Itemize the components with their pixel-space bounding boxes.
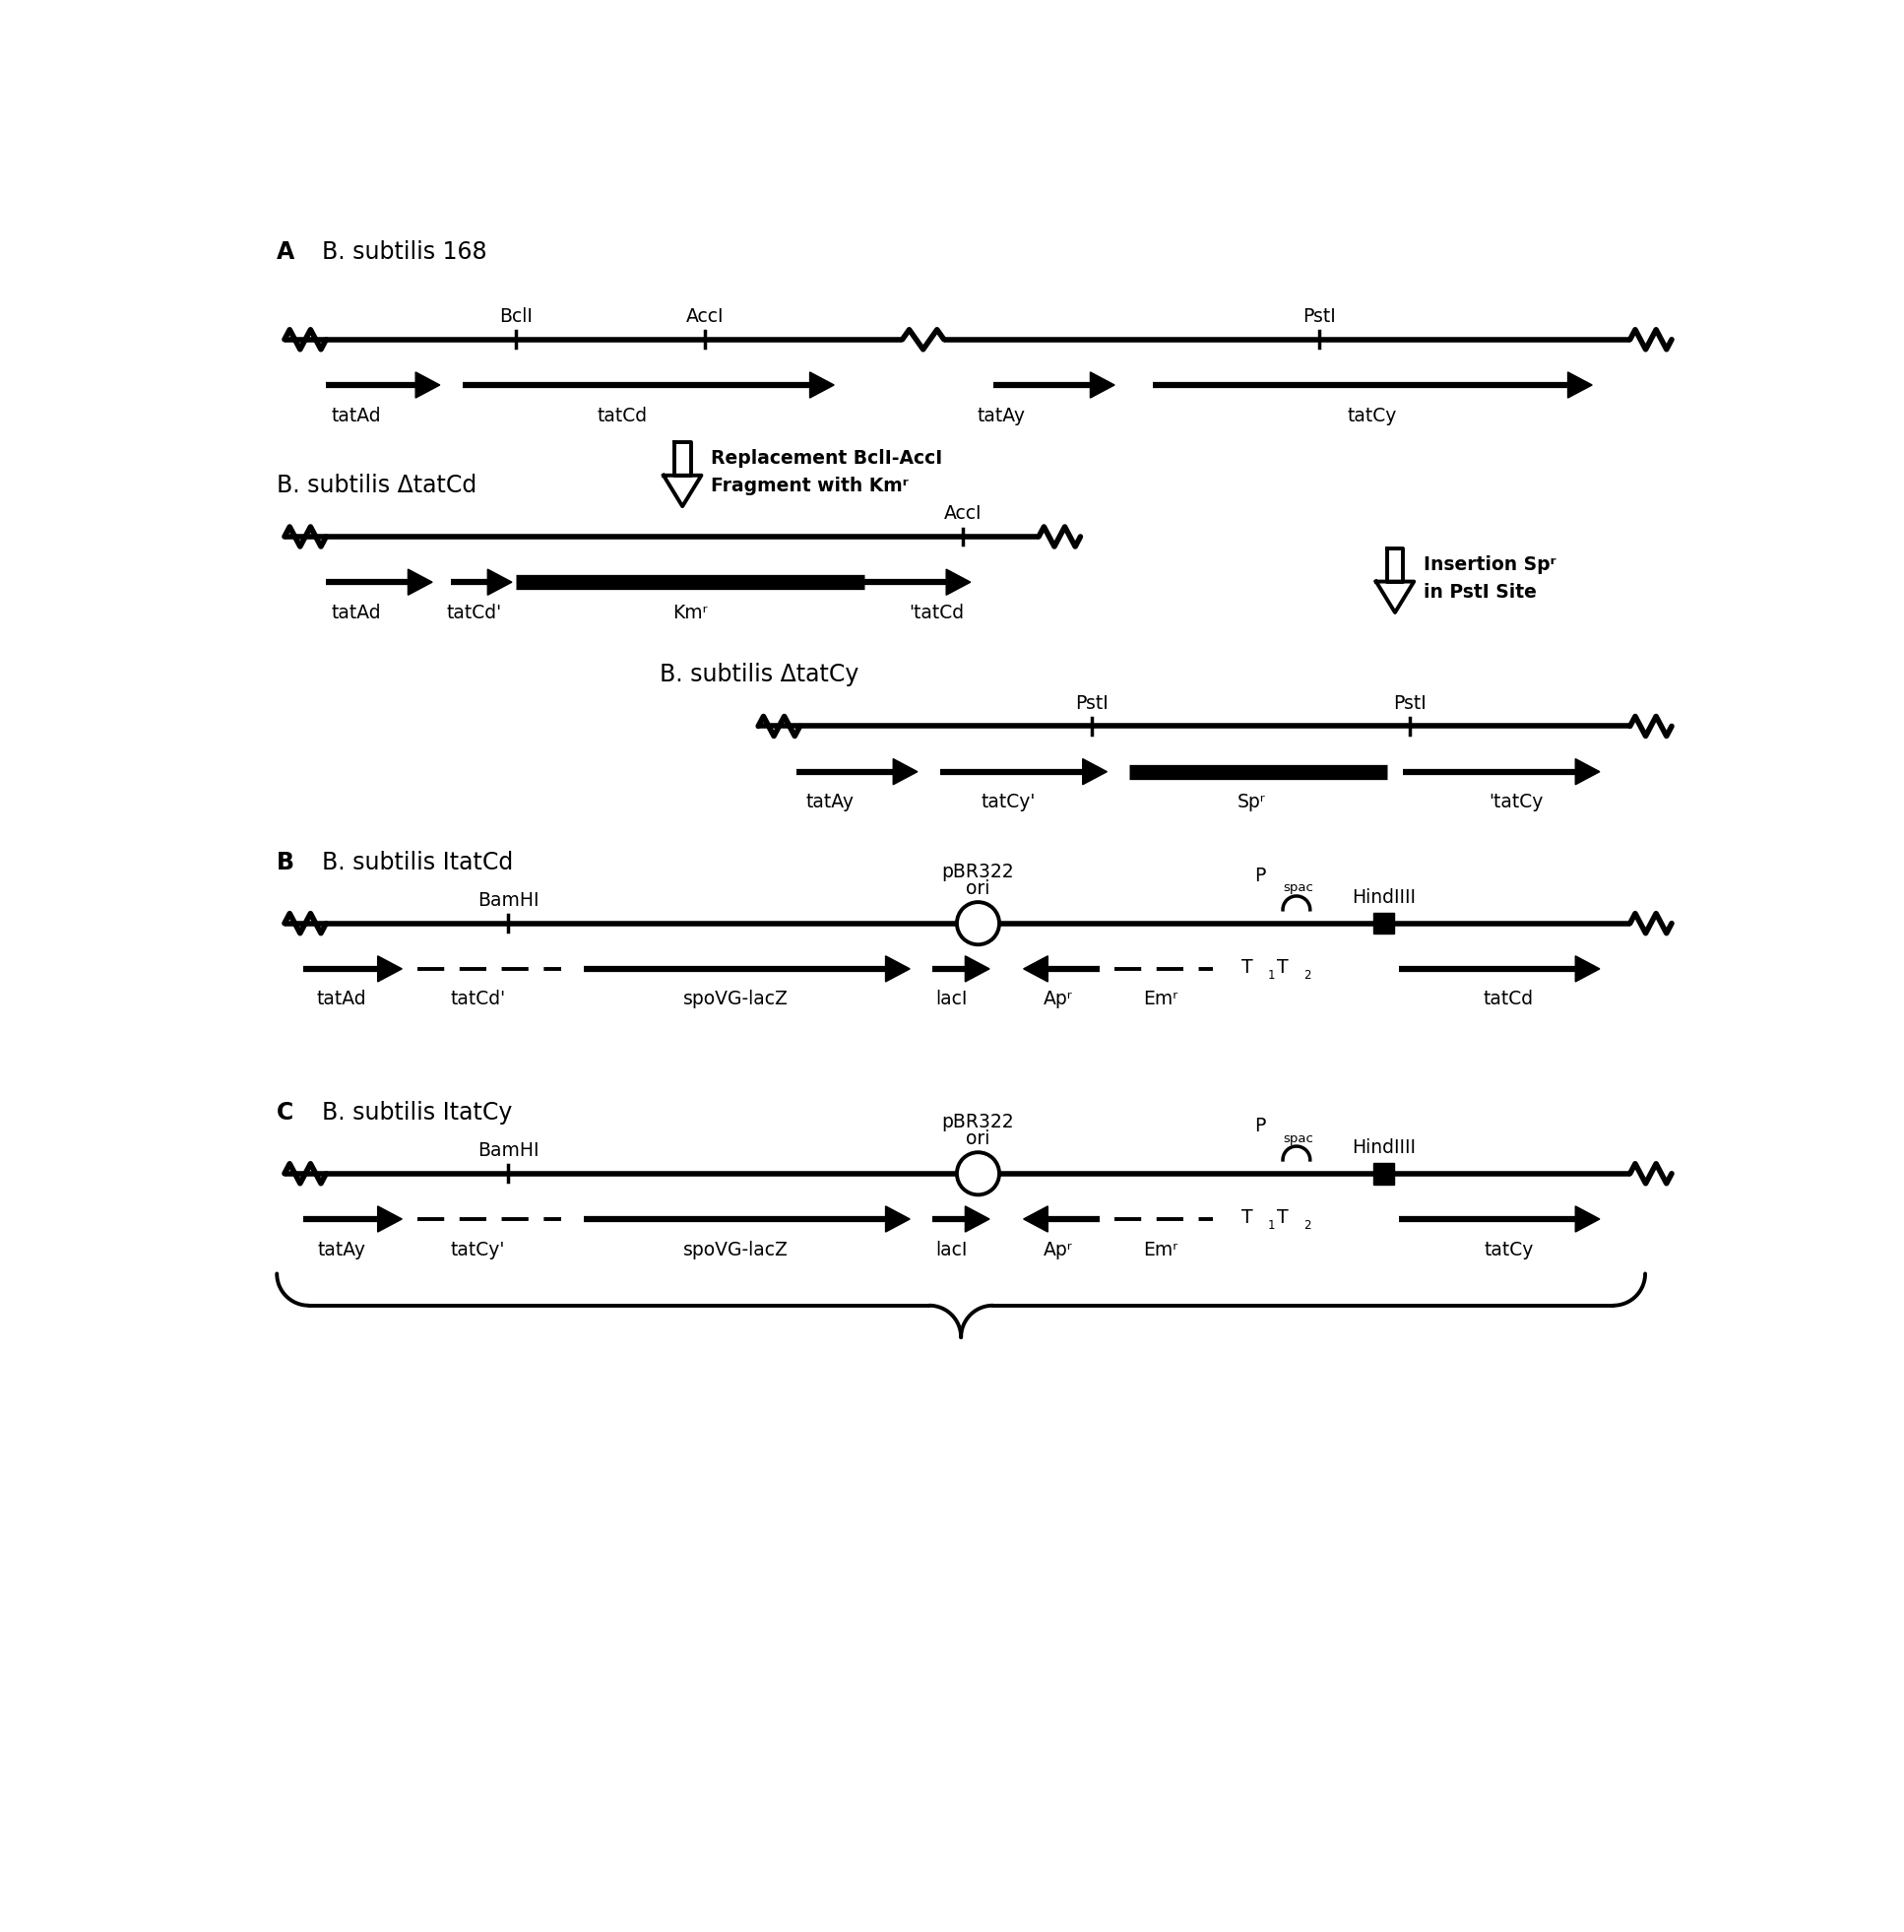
Circle shape xyxy=(958,902,1000,945)
Text: Replacement BclI-AccI: Replacement BclI-AccI xyxy=(712,450,942,468)
Text: B: B xyxy=(276,850,295,873)
Text: Kmʳ: Kmʳ xyxy=(672,603,708,622)
Text: spoVG-lacZ: spoVG-lacZ xyxy=(684,1240,788,1260)
Text: Insertion Spʳ: Insertion Spʳ xyxy=(1424,554,1556,574)
Text: P: P xyxy=(1255,1117,1266,1136)
Text: PstI: PstI xyxy=(1302,307,1337,327)
Text: HindIIII: HindIIII xyxy=(1352,889,1417,906)
Text: in PstI Site: in PstI Site xyxy=(1424,583,1537,601)
Text: 2: 2 xyxy=(1302,1219,1310,1231)
Text: Emʳ: Emʳ xyxy=(1142,1240,1177,1260)
Text: lacI: lacI xyxy=(935,1240,967,1260)
Text: pBR322: pBR322 xyxy=(942,862,1015,881)
Text: 1: 1 xyxy=(1268,968,1276,981)
Text: 'tatCd: 'tatCd xyxy=(908,603,963,622)
Text: 2: 2 xyxy=(1302,968,1310,981)
Text: Spʳ: Spʳ xyxy=(1238,792,1264,811)
Text: pBR322: pBR322 xyxy=(942,1113,1015,1130)
Text: BamHI: BamHI xyxy=(478,1142,539,1159)
Polygon shape xyxy=(1024,956,1047,981)
Text: tatCd: tatCd xyxy=(1483,989,1535,1009)
Polygon shape xyxy=(1567,373,1592,398)
Text: BclI: BclI xyxy=(499,307,533,327)
Text: 'tatCy: 'tatCy xyxy=(1489,792,1544,811)
Text: BamHI: BamHI xyxy=(478,891,539,910)
Text: B. subtilis ItatCd: B. subtilis ItatCd xyxy=(322,850,514,873)
Polygon shape xyxy=(377,956,402,981)
Text: spac: spac xyxy=(1283,1132,1314,1146)
Polygon shape xyxy=(885,1206,910,1233)
Polygon shape xyxy=(1575,1206,1599,1233)
Text: ori: ori xyxy=(965,1130,990,1148)
Text: AccI: AccI xyxy=(944,504,982,524)
Polygon shape xyxy=(893,759,918,784)
Text: spoVG-lacZ: spoVG-lacZ xyxy=(684,989,788,1009)
Text: C: C xyxy=(276,1101,293,1124)
Polygon shape xyxy=(965,956,990,981)
Text: Fragment with Kmʳ: Fragment with Kmʳ xyxy=(712,477,908,495)
Text: B. subtilis ΔtatCy: B. subtilis ΔtatCy xyxy=(659,663,859,686)
Text: P: P xyxy=(1255,867,1266,885)
Text: tatAd: tatAd xyxy=(316,989,366,1009)
Text: T: T xyxy=(1241,1208,1253,1227)
Text: ori: ori xyxy=(965,879,990,898)
Text: tatAy: tatAy xyxy=(805,792,855,811)
Text: PstI: PstI xyxy=(1076,694,1108,713)
Polygon shape xyxy=(1575,956,1599,981)
Polygon shape xyxy=(1386,549,1403,582)
Polygon shape xyxy=(663,475,701,506)
Text: A: A xyxy=(276,240,295,263)
Text: tatCd': tatCd' xyxy=(446,603,501,622)
Text: tatCy': tatCy' xyxy=(981,792,1036,811)
Text: AccI: AccI xyxy=(685,307,724,327)
Text: tatAd: tatAd xyxy=(331,603,381,622)
Text: HindIIII: HindIIII xyxy=(1352,1138,1417,1157)
Polygon shape xyxy=(809,373,834,398)
Polygon shape xyxy=(885,956,910,981)
Text: spac: spac xyxy=(1283,881,1314,895)
Circle shape xyxy=(958,1151,1000,1194)
Text: T: T xyxy=(1241,958,1253,978)
Text: B. subtilis 168: B. subtilis 168 xyxy=(322,240,487,263)
Text: tatCy': tatCy' xyxy=(451,1240,505,1260)
Text: tatCd: tatCd xyxy=(596,406,647,425)
Polygon shape xyxy=(407,570,432,595)
Polygon shape xyxy=(1083,759,1106,784)
Polygon shape xyxy=(1575,759,1599,784)
Text: Emʳ: Emʳ xyxy=(1142,989,1177,1009)
Text: Apʳ: Apʳ xyxy=(1043,989,1072,1009)
Polygon shape xyxy=(1024,1206,1047,1233)
Text: T: T xyxy=(1278,1208,1289,1227)
Text: tatCy: tatCy xyxy=(1483,1240,1533,1260)
Text: tatCy: tatCy xyxy=(1348,406,1398,425)
Polygon shape xyxy=(674,442,691,475)
Text: tatAy: tatAy xyxy=(977,406,1024,425)
Text: Apʳ: Apʳ xyxy=(1043,1240,1072,1260)
Text: PstI: PstI xyxy=(1394,694,1426,713)
Text: 1: 1 xyxy=(1268,1219,1276,1231)
Text: tatCd': tatCd' xyxy=(449,989,505,1009)
Polygon shape xyxy=(415,373,440,398)
Text: tatAy: tatAy xyxy=(318,1240,366,1260)
Bar xyxy=(1373,912,1394,933)
Polygon shape xyxy=(377,1206,402,1233)
Polygon shape xyxy=(946,570,971,595)
Polygon shape xyxy=(1377,582,1415,612)
Polygon shape xyxy=(1091,373,1114,398)
Text: B. subtilis ΔtatCd: B. subtilis ΔtatCd xyxy=(276,473,478,497)
Text: T: T xyxy=(1278,958,1289,978)
Text: B. subtilis ItatCy: B. subtilis ItatCy xyxy=(322,1101,512,1124)
Bar xyxy=(1373,1163,1394,1184)
Polygon shape xyxy=(965,1206,990,1233)
Text: lacI: lacI xyxy=(935,989,967,1009)
Text: tatAd: tatAd xyxy=(331,406,381,425)
Polygon shape xyxy=(487,570,512,595)
